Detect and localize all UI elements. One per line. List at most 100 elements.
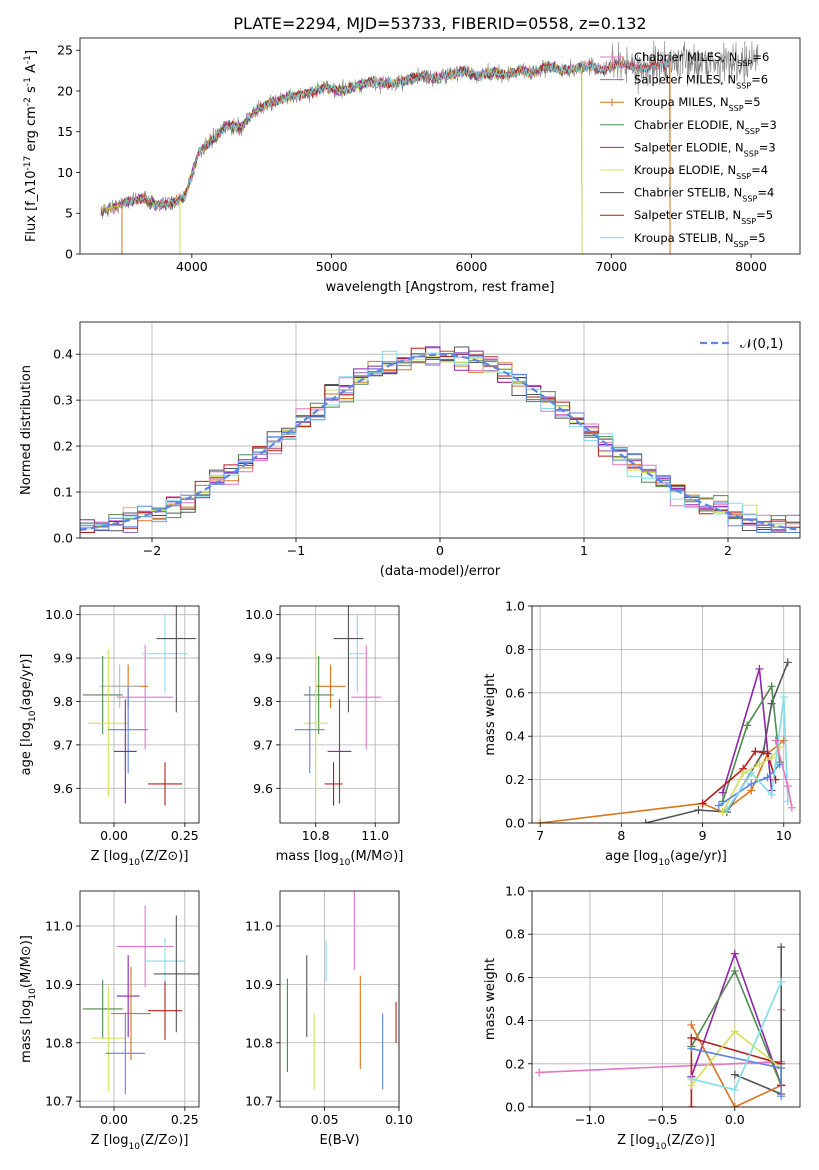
y-tick-label: 10 xyxy=(57,165,73,180)
y-tick-label: 9.9 xyxy=(253,651,273,666)
weight-series-line xyxy=(722,668,773,793)
x-axis-label: (data-model)/error xyxy=(380,564,501,579)
legend-label: Chabrier MILES, NSSP=6 xyxy=(634,50,769,68)
x-tick-label: 7 xyxy=(536,828,544,843)
weight-point-marker xyxy=(777,977,786,986)
weight-point-marker xyxy=(747,779,756,788)
x-tick-label: 6000 xyxy=(456,259,488,274)
axes-frame xyxy=(279,890,400,1108)
y-axis-label: mass weight xyxy=(483,958,498,1040)
x-tick-label: 1 xyxy=(580,543,588,558)
y-tick-label: 0.4 xyxy=(53,347,73,362)
weight-point-marker xyxy=(763,773,772,782)
legend-label: Salpeter ELODIE, NSSP=3 xyxy=(634,140,776,158)
plot-area xyxy=(535,943,786,1107)
y-tick-label: 0.0 xyxy=(505,1100,525,1115)
weight-point-marker xyxy=(694,805,703,814)
x-tick-label: 4000 xyxy=(176,259,208,274)
x-tick-label: 2 xyxy=(724,543,732,558)
x-tick-label: 0.00 xyxy=(100,1112,128,1127)
weight-point-marker xyxy=(777,1092,786,1101)
axes-frame xyxy=(531,890,801,1108)
weight-series-line xyxy=(540,739,785,823)
model-spectrum-line xyxy=(121,59,671,254)
x-tick-label: 9 xyxy=(699,828,707,843)
weight-point-marker xyxy=(767,790,776,799)
y-tick-label: 0.6 xyxy=(505,685,525,700)
x-tick-label: 0.00 xyxy=(100,828,128,843)
figure-title: PLATE=2294, MJD=53733, FIBERID=0558, z=0… xyxy=(233,14,646,33)
y-tick-label: 10.0 xyxy=(45,607,73,622)
weight-point-marker xyxy=(687,1020,696,1029)
weight-point-marker xyxy=(779,693,788,702)
plot-area xyxy=(82,606,197,806)
weight-point-marker xyxy=(535,1068,544,1077)
y-tick-label: 10.8 xyxy=(245,1035,273,1050)
y-tick-label: 1.0 xyxy=(505,599,525,614)
x-axis-label: Z [log10(Z/Z⊙)] xyxy=(91,849,189,868)
x-tick-label: 8 xyxy=(617,828,625,843)
weight-series-line xyxy=(691,981,782,1091)
plot-area xyxy=(80,346,800,533)
y-tick-label: 0.2 xyxy=(505,1056,525,1071)
plot-area xyxy=(286,891,397,1090)
weight-series-line xyxy=(722,683,781,802)
legend-label: Salpeter STELIB, NSSP=5 xyxy=(634,208,773,226)
weight-point-marker xyxy=(718,808,727,817)
y-tick-label: 0.4 xyxy=(505,1013,525,1028)
weight-point-marker xyxy=(687,1103,696,1107)
y-tick-label: 0.8 xyxy=(505,642,525,657)
weight-point-marker xyxy=(763,749,772,758)
x-tick-label: 0.0 xyxy=(725,1112,745,1127)
y-tick-label: 10.0 xyxy=(245,607,273,622)
y-tick-label: 10.7 xyxy=(245,1094,273,1109)
x-axis-label: mass [log10(M/M⊙)] xyxy=(276,849,404,868)
axes-frame xyxy=(79,37,801,255)
x-tick-label: 10 xyxy=(776,828,792,843)
x-tick-label: 0 xyxy=(436,543,444,558)
weight-point-marker xyxy=(743,721,752,730)
legend-label: Kroupa ELODIE, NSSP=4 xyxy=(634,163,768,181)
weight-point-marker xyxy=(783,658,792,667)
x-axis-label: age [log10(age/yr)] xyxy=(605,849,727,868)
y-tick-label: 10.9 xyxy=(245,977,273,992)
weight-series-line xyxy=(539,1009,782,1074)
y-tick-label: 9.8 xyxy=(53,694,73,709)
x-axis-label: Z [log10(Z/Z⊙)] xyxy=(617,1133,715,1152)
axes-frame xyxy=(79,605,200,824)
weight-point-marker xyxy=(783,782,792,791)
x-tick-label: 0.05 xyxy=(311,1112,339,1127)
axes-frame xyxy=(531,605,801,824)
model-spectrum-line xyxy=(100,58,671,254)
legend-label: Salpeter MILES, NSSP=6 xyxy=(634,73,768,91)
weight-point-marker xyxy=(787,803,796,812)
weight-point-marker xyxy=(739,769,748,778)
weight-point-marker xyxy=(641,819,650,823)
x-tick-label: −1 xyxy=(287,543,305,558)
legend-label: Chabrier STELIB, NSSP=4 xyxy=(634,186,774,204)
y-tick-label: 9.7 xyxy=(53,737,73,752)
x-tick-label: 10.8 xyxy=(302,828,330,843)
y-tick-label: 0.3 xyxy=(53,393,73,408)
weight-point-marker xyxy=(687,1074,696,1083)
weight-point-marker xyxy=(759,747,768,756)
legend-label: Chabrier ELODIE, NSSP=3 xyxy=(634,118,777,136)
weight-point-marker xyxy=(730,949,739,958)
x-tick-label: 0.25 xyxy=(171,1112,199,1127)
y-tick-label: 10.9 xyxy=(45,977,73,992)
y-axis-label: mass [log10(M/M⊙)] xyxy=(19,935,38,1063)
y-tick-label: 0.8 xyxy=(505,927,525,942)
x-tick-label: −1.0 xyxy=(575,1112,605,1127)
legend-label: Kroupa MILES, NSSP=5 xyxy=(634,95,761,113)
y-tick-label: 0.6 xyxy=(505,970,525,985)
y-tick-label: 20 xyxy=(57,83,73,98)
panel-residuals: −2 −1 0 1 2 0.0 0.1 0.2 0.3 0.4 (data-model)/error… xyxy=(19,321,801,579)
weight-point-marker xyxy=(687,1044,696,1053)
y-tick-label: 0.0 xyxy=(53,531,73,546)
x-axis-label: E(B-V) xyxy=(319,1133,359,1148)
x-tick-label: 0.10 xyxy=(385,1112,413,1127)
weight-point-marker xyxy=(779,736,788,745)
weight-point-marker xyxy=(730,1103,739,1107)
legend-label: 𝒩(0,1) xyxy=(740,337,783,352)
